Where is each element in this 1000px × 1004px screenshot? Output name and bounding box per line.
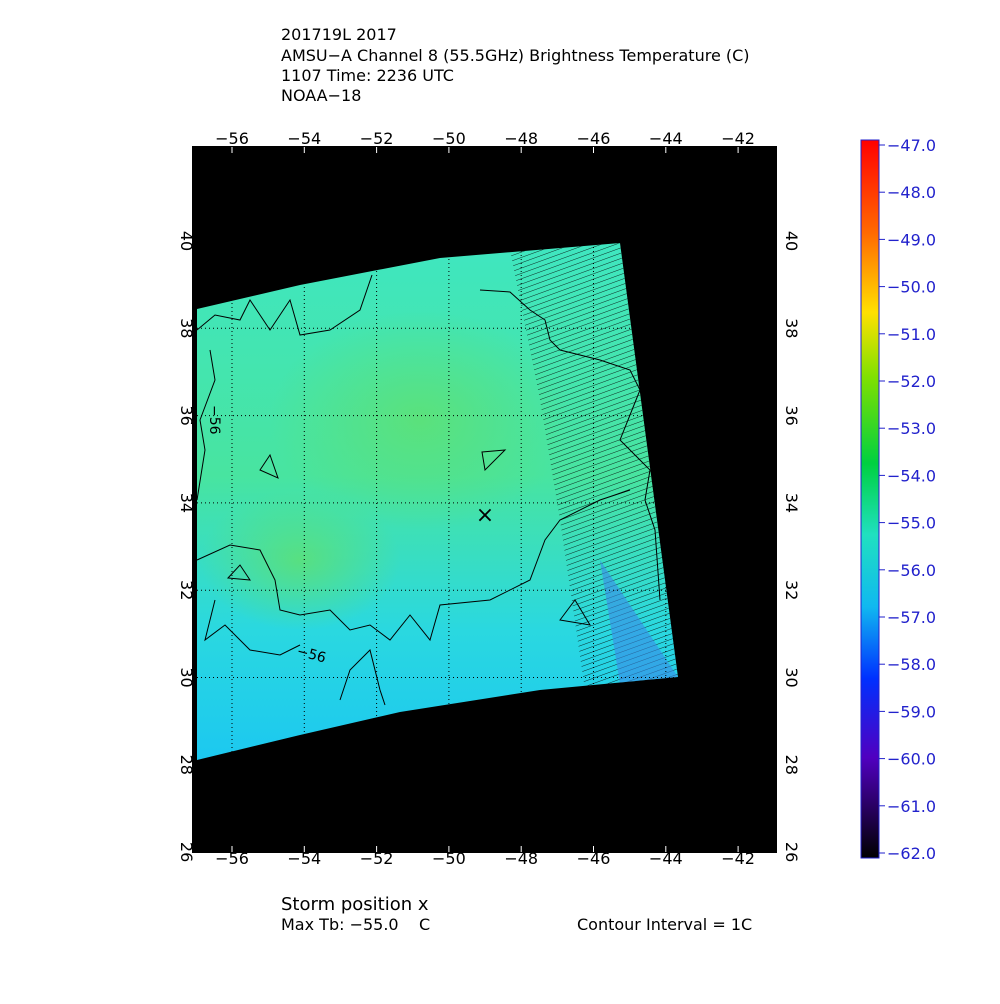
colorbar-label: −60.0 xyxy=(887,750,936,769)
lat-label: 34 xyxy=(177,493,196,513)
lon-label: −56 xyxy=(215,129,249,148)
header-line: NOAA−18 xyxy=(281,86,361,105)
lat-label: 26 xyxy=(782,842,801,862)
colorbar-label: −54.0 xyxy=(887,466,936,485)
contours xyxy=(196,274,661,706)
lon-label: −46 xyxy=(577,129,611,148)
lon-label: −44 xyxy=(649,849,683,868)
max-tb: Max Tb: −55.0 C xyxy=(281,915,430,934)
lon-label: −48 xyxy=(504,129,538,148)
colorbar-label: −53.0 xyxy=(887,419,936,438)
lat-label: 40 xyxy=(177,231,196,251)
lon-label: −42 xyxy=(721,129,755,148)
header-line: AMSU−A Channel 8 (55.5GHz) Brightness Te… xyxy=(281,46,750,65)
lat-label: 32 xyxy=(177,580,196,600)
colorbar-label: −49.0 xyxy=(887,230,936,249)
lat-label: 28 xyxy=(177,755,196,775)
header-line: 1107 Time: 2236 UTC xyxy=(281,66,454,85)
lat-label: 36 xyxy=(177,405,196,425)
lat-label: 38 xyxy=(177,318,196,338)
lon-label: −46 xyxy=(577,849,611,868)
colorbar-label: −47.0 xyxy=(887,136,936,155)
colorbar-label: −52.0 xyxy=(887,372,936,391)
storm-marker: × xyxy=(476,503,494,528)
colorbar-label: −48.0 xyxy=(887,183,936,202)
colorbar-label: −55.0 xyxy=(887,514,936,533)
lon-label: −50 xyxy=(432,849,466,868)
colorbar-label: −51.0 xyxy=(887,325,936,344)
lon-label: −54 xyxy=(287,849,321,868)
colorbar-ticks: −47.0 −48.0 −49.0 −50.0 −51.0 −52.0 −53.0 −54.0… xyxy=(879,136,936,863)
colorbar-label: −61.0 xyxy=(887,797,936,816)
colorbar-label: −58.0 xyxy=(887,655,936,674)
lat-label: 30 xyxy=(782,667,801,687)
lon-label: −52 xyxy=(360,129,394,148)
colorbar-label: −56.0 xyxy=(887,561,936,580)
lat-label: 40 xyxy=(782,231,801,251)
lon-label: −50 xyxy=(432,129,466,148)
header: 201719L 2017 AMSU−A Channel 8 (55.5GHz) … xyxy=(281,25,750,105)
lon-label: −54 xyxy=(287,129,321,148)
contour-label: −56 xyxy=(295,643,328,666)
colorbar-label: −57.0 xyxy=(887,608,936,627)
colorbar-label: −59.0 xyxy=(887,702,936,721)
footer: Storm position x Max Tb: −55.0 C Contour… xyxy=(281,894,752,934)
lon-label: −48 xyxy=(504,849,538,868)
lon-label: −56 xyxy=(215,849,249,868)
colorbar-label: −50.0 xyxy=(887,278,936,297)
header-line: 201719L 2017 xyxy=(281,25,397,44)
lat-label: 28 xyxy=(782,755,801,775)
lat-label: 32 xyxy=(782,580,801,600)
colorbar-label: −62.0 xyxy=(887,844,936,863)
axes: −56 −56 −54 −54 −52 −52 −50 −50 −48 −48 −46 −46 −44 −… xyxy=(177,129,801,868)
map-frame xyxy=(192,146,777,853)
lon-label: −42 xyxy=(721,849,755,868)
storm-position: Storm position x xyxy=(281,894,429,915)
colorbar xyxy=(860,139,880,859)
lat-label: 34 xyxy=(782,493,801,513)
lat-label: 26 xyxy=(177,842,196,862)
contour-label: −56 xyxy=(206,405,222,435)
contour-interval: Contour Interval = 1C xyxy=(577,915,752,934)
lat-label: 36 xyxy=(782,405,801,425)
lat-label: 30 xyxy=(177,667,196,687)
lat-label: 38 xyxy=(782,318,801,338)
lon-label: −52 xyxy=(360,849,394,868)
lon-label: −44 xyxy=(649,129,683,148)
